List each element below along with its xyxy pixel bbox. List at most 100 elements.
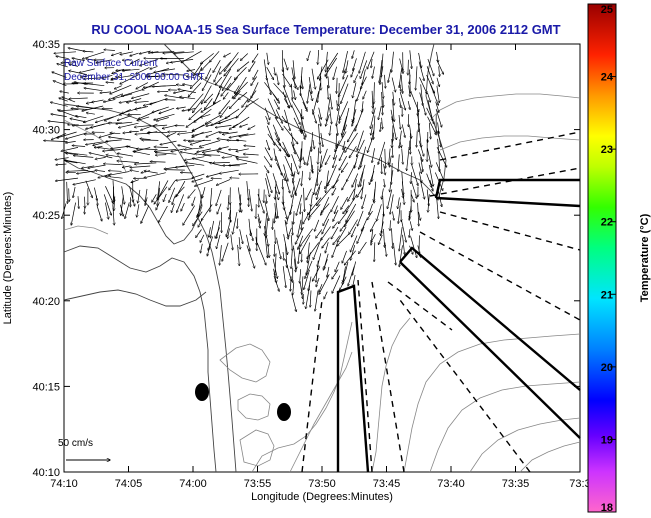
current-vector <box>224 52 231 57</box>
current-vector <box>157 181 161 199</box>
x-axis-ticks: 74:10 74:05 74:00 73:55 73:50 73:45 73:40 73:35… <box>50 44 591 490</box>
current-vector <box>239 229 243 243</box>
current-vector <box>337 125 338 135</box>
current-vector <box>69 98 88 99</box>
current-vector <box>381 221 384 236</box>
current-vector <box>292 146 300 162</box>
current-vector <box>105 202 108 220</box>
current-vector <box>367 139 373 152</box>
current-vector <box>345 132 358 153</box>
current-vector <box>240 194 241 213</box>
current-vector <box>156 202 160 210</box>
current-vector <box>51 114 67 117</box>
current-vector <box>435 108 442 127</box>
current-vector <box>222 131 238 134</box>
current-vector <box>155 153 177 155</box>
current-vector <box>409 50 412 68</box>
current-vector <box>120 74 140 84</box>
current-vector <box>418 52 422 68</box>
current-vector <box>313 140 314 149</box>
current-vector <box>120 51 133 55</box>
current-vector <box>428 122 430 139</box>
current-vector <box>350 245 356 260</box>
current-vector <box>154 186 168 204</box>
current-vector <box>154 113 175 120</box>
current-vector <box>374 242 375 261</box>
current-vector <box>390 194 394 214</box>
current-vector <box>353 109 357 122</box>
current-vector <box>306 188 312 200</box>
current-vector <box>293 90 296 99</box>
current-vector <box>342 250 347 263</box>
current-vector <box>389 148 391 165</box>
current-vector <box>265 75 271 95</box>
current-vector <box>187 69 196 72</box>
current-vector <box>75 116 87 119</box>
current-vector <box>106 155 123 158</box>
current-vector <box>60 91 69 94</box>
current-vector <box>399 139 402 148</box>
map-frame <box>63 43 581 473</box>
colorbar-tick-label: 21 <box>601 289 613 301</box>
current-vector <box>137 116 150 121</box>
current-vector <box>311 194 313 206</box>
current-vector <box>200 234 205 242</box>
current-vector <box>207 244 211 256</box>
current-vector <box>109 171 130 176</box>
current-vector <box>219 60 232 74</box>
current-vector <box>382 91 383 115</box>
current-vector <box>73 186 76 198</box>
current-vector <box>436 59 444 75</box>
current-vector <box>121 195 124 215</box>
current-vector <box>400 74 403 93</box>
current-vector <box>309 204 321 217</box>
current-vector <box>156 117 169 122</box>
current-vector <box>351 68 355 77</box>
current-vector <box>407 148 410 171</box>
current-vector <box>359 241 367 254</box>
current-vector <box>427 58 434 76</box>
current-vector <box>44 141 68 142</box>
current-vector <box>307 146 312 166</box>
current-vector <box>274 67 275 75</box>
current-vector <box>367 210 373 220</box>
current-vector <box>77 170 96 174</box>
current-vector <box>84 83 105 87</box>
current-vector <box>382 188 384 199</box>
current-vector <box>283 125 298 144</box>
current-vector <box>353 82 357 98</box>
current-vector <box>302 101 308 112</box>
current-vector <box>230 234 233 250</box>
current-vector <box>132 93 150 99</box>
current-vector <box>305 260 313 279</box>
current-vector <box>146 76 166 77</box>
current-vector <box>321 226 331 240</box>
current-vector <box>134 147 151 152</box>
current-vector <box>215 227 220 238</box>
current-vector <box>411 165 418 185</box>
current-vector <box>273 275 279 291</box>
current-vector <box>346 194 358 212</box>
current-vector <box>198 218 203 227</box>
current-vector <box>117 153 133 157</box>
current-vector <box>200 243 203 253</box>
current-vector <box>267 133 281 151</box>
colorbar-tick-label: 23 <box>601 144 613 156</box>
current-vector <box>339 101 349 120</box>
current-vector <box>184 147 204 150</box>
current-vector <box>237 61 250 71</box>
current-vector <box>418 211 421 220</box>
current-vector <box>341 83 349 104</box>
radar-sector-lines <box>301 131 581 473</box>
current-vector <box>160 140 177 145</box>
current-vector <box>206 121 223 126</box>
current-vector <box>343 266 346 282</box>
current-vector <box>183 205 195 226</box>
current-vector <box>426 66 433 84</box>
current-vector <box>202 187 206 198</box>
current-vector <box>329 93 332 110</box>
current-vector <box>248 218 251 236</box>
current-vector <box>177 194 185 212</box>
current-vector <box>154 68 176 72</box>
current-vector <box>171 203 175 213</box>
